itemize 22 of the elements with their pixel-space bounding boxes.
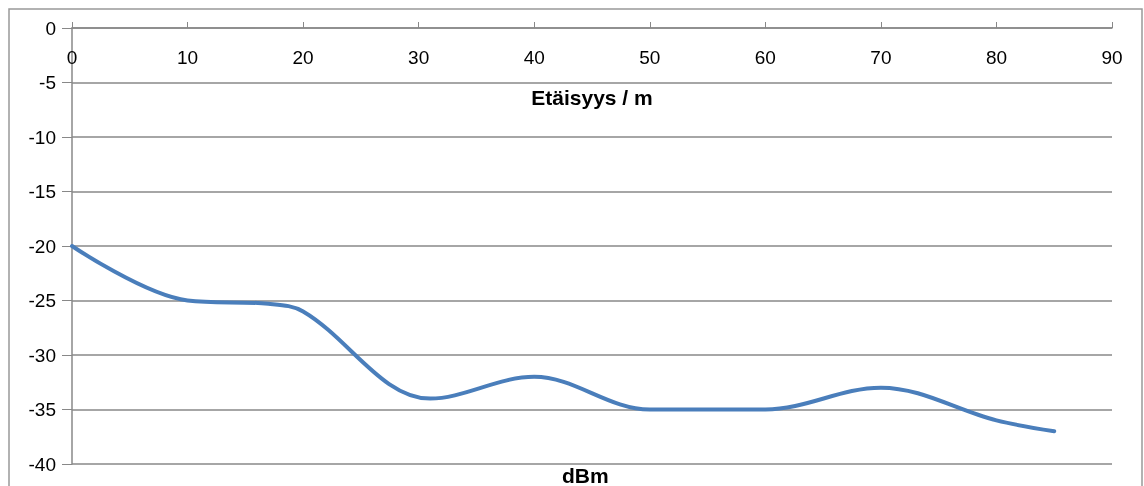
x-tick-label: 50 [639,47,661,68]
line-series [70,244,1057,434]
x-tick-label: 20 [292,47,314,68]
y-tick-label: -15 [28,181,56,202]
y-tick-label: -35 [28,399,56,420]
y-tick-label: -40 [28,453,56,475]
x-tick-label: 0 [66,47,78,68]
x-tick-label: 90 [1101,47,1123,68]
x-tick-label: 80 [985,47,1008,68]
x-axis-title: Etäisyys / m [531,86,653,109]
x-tick-label: 70 [870,47,892,68]
y-tick-label: -5 [39,72,56,93]
x-tick-label: 60 [754,47,776,68]
y-tick-label: -25 [28,290,56,311]
y-tick-label: -20 [28,235,56,257]
y-tick-label: 0 [45,17,56,39]
x-tick-label: 40 [523,47,545,68]
y-tick-label: -10 [28,126,56,148]
y-tick-label: -30 [28,344,56,366]
x-tick-label: 30 [408,47,430,68]
x-tick-label: 10 [176,47,199,68]
annotation: dBm [562,464,609,486]
